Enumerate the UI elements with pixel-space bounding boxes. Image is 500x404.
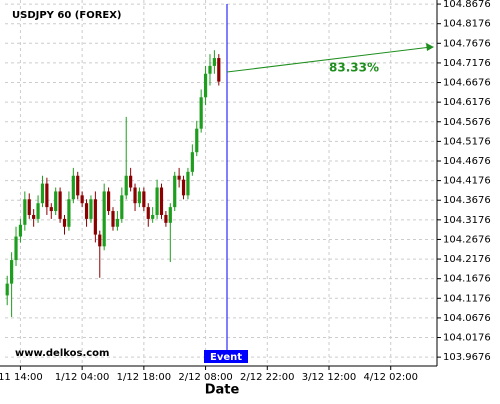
y-tick-label: 104.1176 (443, 293, 491, 304)
y-tick-label: 104.7176 (443, 58, 491, 69)
candle-body (18, 224, 23, 237)
y-tick-label: 104.6176 (443, 97, 491, 108)
candle-body (14, 236, 18, 261)
candle-body (173, 175, 177, 208)
x-tick-label: 2/12 22:00 (240, 372, 294, 383)
y-tick-label: 104.5176 (443, 136, 491, 147)
candle-body (217, 58, 221, 82)
candle-body (124, 175, 128, 196)
y-tick-label: 104.0676 (443, 313, 491, 324)
y-tick-label: 104.2176 (443, 254, 491, 265)
candle-body (186, 171, 190, 196)
y-tick-label: 104.6676 (443, 78, 491, 89)
candle-body (133, 187, 137, 204)
candle-body (89, 199, 93, 219)
y-tick-label: 104.3176 (443, 215, 491, 226)
x-tick-label: 11 14:00 (0, 372, 43, 383)
candle-body (58, 191, 62, 219)
candle-body (208, 65, 212, 74)
candle-body (195, 128, 199, 153)
candle-body (23, 199, 27, 225)
event-box (204, 350, 248, 363)
candle-body (40, 183, 45, 204)
y-tick-label: 104.1676 (443, 274, 491, 285)
candle-body (49, 207, 53, 212)
candle-body (36, 203, 40, 219)
x-tick-label: 1/12 18:00 (117, 372, 171, 383)
arrow-head (426, 43, 434, 51)
candle-body (111, 211, 115, 227)
y-tick-label: 104.3676 (443, 195, 491, 206)
x-tick-label: 3/12 12:00 (302, 372, 356, 383)
candle-body (54, 191, 58, 212)
candle-body (84, 203, 89, 219)
y-tick-label: 104.2676 (443, 234, 491, 245)
y-tick-label: 103.9676 (443, 352, 491, 363)
x-axis-title: Date (205, 383, 240, 398)
candle-body (115, 218, 120, 227)
candle-body (76, 175, 80, 196)
candle-body (71, 175, 75, 200)
y-tick-label: 104.5676 (443, 117, 491, 128)
candle-body (212, 58, 216, 66)
watermark: www.delkos.com (15, 348, 109, 359)
candle-body (120, 195, 124, 219)
candle-body (62, 218, 67, 227)
candle-body (45, 183, 49, 208)
y-tick-label: 104.0176 (443, 333, 491, 344)
candle-body (164, 214, 168, 223)
x-tick-label: 1/12 04:00 (55, 372, 109, 383)
y-tick-label: 104.7676 (443, 38, 491, 49)
candle-body (98, 234, 102, 247)
candle-body (102, 191, 106, 247)
x-tick-label: 4/12 02:00 (363, 372, 417, 383)
candle-body (146, 207, 150, 219)
candle-body (129, 175, 133, 188)
candle-body (155, 187, 159, 215)
candle-body (168, 207, 172, 223)
candle-body (80, 195, 84, 204)
candle-body (93, 199, 97, 235)
candle-body (159, 187, 164, 215)
candle-body (106, 191, 111, 212)
chart-title: USDJPY 60 (FOREX) (12, 10, 122, 21)
x-tick-label: 2/12 08:00 (178, 372, 232, 383)
arrow-line (226, 46, 432, 73)
candle-body (151, 214, 155, 219)
candle-body (177, 175, 181, 180)
candle-body (67, 199, 71, 227)
y-tick-label: 104.8176 (443, 19, 491, 30)
candle-body (142, 191, 146, 208)
candle-body (203, 73, 208, 98)
y-tick-label: 104.8676 (443, 0, 491, 10)
y-tick-label: 104.4676 (443, 156, 491, 167)
candle-body (27, 199, 31, 215)
candle-body (199, 97, 203, 129)
y-tick-label: 104.4176 (443, 176, 491, 187)
annotation: 83.33% (329, 61, 379, 75)
candle-body (190, 152, 194, 172)
candle-body (5, 283, 9, 296)
candle-body (137, 191, 142, 204)
candle-body (181, 179, 186, 196)
event-label: Event (210, 352, 242, 363)
candle-body (10, 260, 14, 284)
candle-body (32, 214, 36, 219)
